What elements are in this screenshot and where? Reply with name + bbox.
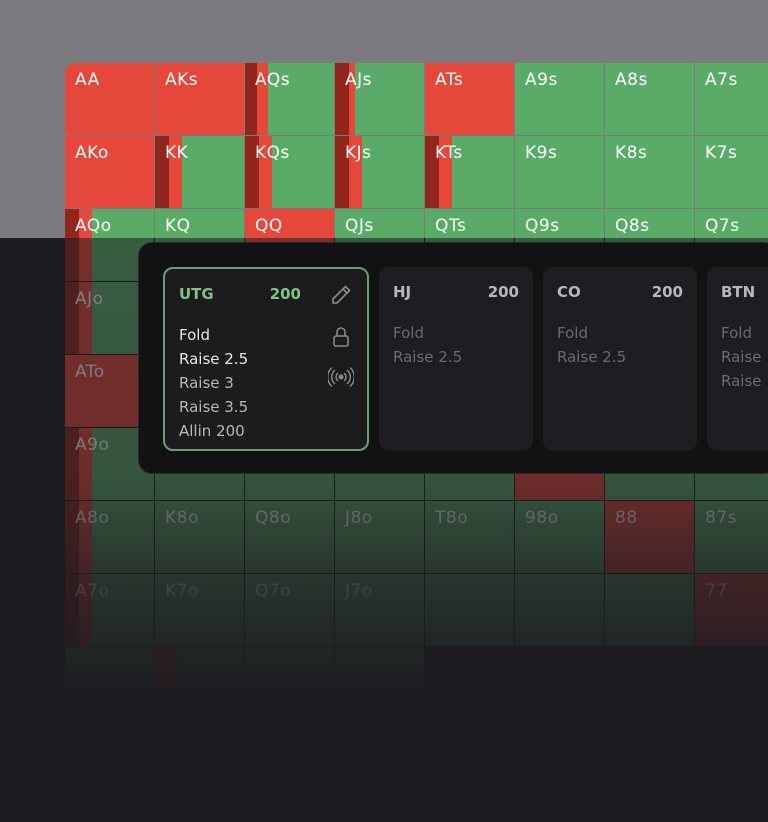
hand-label: KTs (435, 143, 463, 163)
fold-dark-strip (335, 63, 349, 135)
action-item-fold[interactable]: Fold (721, 324, 752, 342)
hand-label: KK (165, 143, 189, 163)
positions-panel: UTG 200 Fold Raise 2.5 Raise 3 Raise 3.5… (138, 242, 768, 474)
hand-label: AKo (75, 143, 109, 163)
action-item-allin[interactable]: Allin 200 (179, 422, 245, 440)
action-list: Fold Raise 2.5 (557, 321, 626, 369)
hand-label: QTs (435, 216, 467, 236)
hand-label: AA (75, 70, 100, 90)
action-item-fold[interactable]: Fold (557, 324, 588, 342)
hand-label: KQs (255, 143, 290, 163)
pencil-icon[interactable] (327, 281, 355, 309)
action-list: Fold Raise 2.5 Raise 3 Raise 3.5 Allin 2… (179, 323, 248, 443)
hand-label: K9s (525, 143, 558, 163)
fold-dark-strip (155, 136, 169, 208)
hand-cell[interactable]: KTs (425, 136, 514, 208)
position-stack: 200 (487, 283, 519, 301)
hand-cell[interactable]: KJs (335, 136, 424, 208)
action-item-raise[interactable]: Raise (721, 348, 762, 366)
hand-label: A9s (525, 70, 558, 90)
action-item-raise-2-5[interactable]: Raise 2.5 (557, 348, 627, 366)
hand-label: QQ (255, 216, 283, 236)
fold-strip (349, 63, 356, 135)
position-name: BTN (721, 283, 756, 301)
hand-label: AQo (75, 216, 112, 236)
fold-dark-strip (245, 63, 257, 135)
hand-cell[interactable]: AA (65, 63, 154, 135)
hand-cell[interactable]: ATs (425, 63, 514, 135)
fold-strip (439, 136, 452, 208)
hand-cell[interactable]: K8s (605, 136, 694, 208)
position-name: CO (557, 283, 581, 301)
action-list: Fold Raise Raise (721, 321, 762, 393)
hand-label: Q9s (525, 216, 560, 236)
hand-label: A7s (705, 70, 738, 90)
hand-cell[interactable]: K9s (515, 136, 604, 208)
hand-cell[interactable]: AQs (245, 63, 334, 135)
lock-icon[interactable] (327, 323, 355, 351)
action-item-raise-2-5[interactable]: Raise 2.5 (393, 348, 463, 366)
hand-label: AKs (165, 70, 199, 90)
fold-dark-strip (245, 136, 259, 208)
fold-dark-strip (425, 136, 439, 208)
hand-label: AJs (345, 70, 372, 90)
hand-cell[interactable]: A9s (515, 63, 604, 135)
position-name: HJ (393, 283, 412, 301)
position-stack: 200 (651, 283, 683, 301)
hand-label: ATs (435, 70, 464, 90)
position-stack: 200 (269, 285, 301, 303)
hand-cell[interactable]: AKs (155, 63, 244, 135)
action-item-raise-3-5[interactable]: Raise 3.5 (179, 398, 249, 416)
position-card-co[interactable]: CO 200 Fold Raise 2.5 (543, 267, 697, 451)
action-item-raise-3[interactable]: Raise 3 (179, 374, 234, 392)
hand-cell[interactable]: K7s (695, 136, 768, 208)
broadcast-icon[interactable] (327, 363, 355, 391)
hand-label: K7s (705, 143, 738, 163)
hand-label: KQ (165, 216, 191, 236)
hand-label: K8s (615, 143, 648, 163)
fold-strip (259, 136, 272, 208)
position-card-hj[interactable]: HJ 200 Fold Raise 2.5 (379, 267, 533, 451)
fold-strip (349, 136, 362, 208)
hand-cell[interactable]: AJs (335, 63, 424, 135)
hand-cell[interactable]: AKo (65, 136, 154, 208)
hand-label: Q8s (615, 216, 650, 236)
hand-cell[interactable]: KQs (245, 136, 334, 208)
fold-strip (257, 63, 269, 135)
position-name: UTG (179, 285, 214, 303)
action-item-raise[interactable]: Raise (721, 372, 762, 390)
position-card-btn[interactable]: BTN Fold Raise Raise (707, 267, 768, 451)
hand-label: KJs (345, 143, 372, 163)
action-item-fold[interactable]: Fold (393, 324, 424, 342)
hand-cell[interactable]: A7s (695, 63, 768, 135)
fold-dark-strip (335, 136, 349, 208)
hand-cell[interactable]: KK (155, 136, 244, 208)
hand-label: QJs (345, 216, 374, 236)
hand-cell[interactable]: A8s (605, 63, 694, 135)
action-list: Fold Raise 2.5 (393, 321, 462, 369)
action-item-fold[interactable]: Fold (179, 326, 210, 344)
fold-strip (169, 136, 182, 208)
action-item-raise-2-5[interactable]: Raise 2.5 (179, 350, 249, 368)
hand-label: AQs (255, 70, 291, 90)
hand-label: A8s (615, 70, 648, 90)
hand-label: Q7s (705, 216, 740, 236)
position-card-utg[interactable]: UTG 200 Fold Raise 2.5 Raise 3 Raise 3.5… (163, 267, 369, 451)
